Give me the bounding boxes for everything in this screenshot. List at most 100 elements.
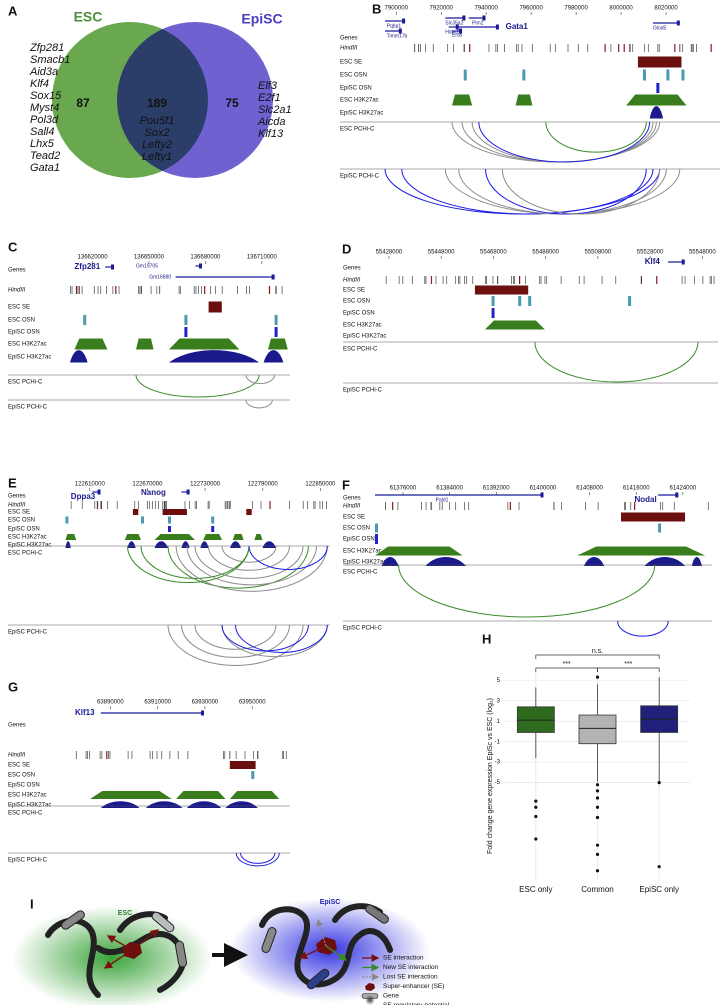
panel-label: G bbox=[8, 679, 18, 694]
track-label: ESC SE bbox=[8, 510, 30, 516]
outlier bbox=[534, 799, 538, 803]
venn-gene: Gata1 bbox=[30, 162, 60, 174]
esc-h3k27ac-peak bbox=[154, 534, 195, 540]
coordinate-label: 7900000 bbox=[385, 6, 409, 12]
track-label: Genes bbox=[343, 266, 361, 272]
gene-name: Slc35a2 bbox=[445, 20, 463, 26]
super-enhancer bbox=[637, 56, 682, 68]
outlier bbox=[657, 781, 661, 785]
venn-diagram: ESC EpiSC 87 189 75 bbox=[52, 9, 283, 178]
outlier bbox=[595, 675, 600, 679]
coordinate-label: 136620000 bbox=[78, 255, 109, 261]
gene-name: Zfp281 bbox=[74, 262, 100, 271]
gene-exon bbox=[540, 492, 544, 498]
pchic-interaction bbox=[478, 121, 651, 163]
esc-osn-peak bbox=[628, 296, 632, 306]
episc-h3k27ac-peak bbox=[200, 541, 209, 548]
episc-osn-peak bbox=[168, 526, 171, 532]
coordinate-label: 63910000 bbox=[144, 700, 171, 706]
esc-h3k27ac-peak bbox=[229, 791, 280, 799]
coordinate-label: 55488000 bbox=[532, 250, 559, 256]
track-label: HindIII bbox=[8, 503, 26, 509]
track-label: ESC H3K27ac bbox=[8, 793, 47, 799]
coordinate-label: 7980000 bbox=[564, 6, 588, 12]
esc-osn-peak bbox=[642, 69, 646, 81]
venn-title: ESC bbox=[74, 9, 103, 25]
pchic-interaction bbox=[534, 341, 699, 383]
coordinate-label: 55448000 bbox=[428, 250, 455, 256]
chromatin bbox=[259, 906, 311, 978]
track-label: ESC OSN bbox=[340, 73, 367, 79]
esc-osn-peak bbox=[141, 516, 144, 524]
venn-gene: Slc2a1 bbox=[258, 104, 292, 116]
venn-count: 87 bbox=[76, 96, 90, 110]
esc-h3k27ac-peak bbox=[375, 546, 463, 556]
pchic-interaction bbox=[194, 624, 277, 650]
venn-gene: Sall4 bbox=[30, 126, 54, 138]
esc-osn-peak bbox=[274, 315, 278, 325]
coordinate-label: 7920000 bbox=[430, 6, 454, 12]
significance-label: *** bbox=[563, 661, 571, 668]
episc-h3k27ac-peak bbox=[263, 350, 284, 363]
pchic-interaction bbox=[617, 620, 669, 637]
episc-h3k27ac-peak bbox=[644, 557, 686, 566]
track-label: ESC OSN bbox=[8, 773, 35, 779]
esc-osn-peak bbox=[251, 771, 255, 779]
esc-h3k27ac-peak bbox=[65, 534, 77, 540]
outlier bbox=[534, 805, 538, 809]
venn-gene: Tead2 bbox=[30, 150, 60, 162]
coordinate-label: 7940000 bbox=[474, 6, 498, 12]
gene-name: Klf4 bbox=[645, 257, 661, 266]
coordinate-label: 61392000 bbox=[483, 486, 510, 492]
track-label: EpiSC PCHi-C bbox=[8, 630, 48, 636]
venn-gene: Myst4 bbox=[30, 102, 59, 114]
episc-osn-peak bbox=[491, 308, 495, 318]
esc-h3k27ac-peak bbox=[577, 546, 706, 556]
venn-gene: Pou5f1 bbox=[140, 115, 175, 127]
esc-h3k27ac-peak bbox=[452, 94, 473, 106]
esc-h3k27ac-peak bbox=[136, 338, 154, 350]
y-tick-label: 1 bbox=[497, 719, 501, 725]
gene-exon bbox=[402, 18, 406, 24]
pchic-interaction bbox=[221, 624, 328, 658]
coordinate-label: 122850000 bbox=[305, 482, 336, 488]
track-label: EpiSC PCHi-C bbox=[343, 388, 383, 394]
pchic-interaction bbox=[175, 545, 328, 592]
track-label: ESC H3K27ac bbox=[8, 342, 47, 348]
gene-exon bbox=[675, 492, 679, 498]
track-label: ESC PCHi-C bbox=[8, 380, 43, 386]
esc-h3k27ac-peak bbox=[268, 338, 288, 350]
gene-name: Gata1 bbox=[506, 22, 529, 31]
esc-h3k27ac-peak bbox=[232, 534, 244, 540]
gene-name: Glod5 bbox=[653, 25, 667, 31]
pchic-interaction bbox=[485, 168, 647, 215]
x-tick-label: ESC only bbox=[519, 885, 552, 894]
track-label: EpiSC H3K27ac bbox=[8, 543, 51, 549]
se-interaction bbox=[298, 945, 327, 959]
super-enhancer bbox=[474, 285, 529, 295]
episc-h3k27ac-peak bbox=[169, 350, 260, 363]
esc-osn-peak bbox=[211, 516, 215, 524]
panel-label: D bbox=[342, 241, 351, 256]
coordinate-label: 61408000 bbox=[576, 486, 603, 492]
esc-h3k27ac-peak bbox=[484, 320, 545, 330]
pchic-interaction bbox=[235, 852, 280, 867]
track-label: EpiSC OSN bbox=[343, 537, 375, 543]
episc-h3k27ac-peak bbox=[262, 541, 276, 548]
track-label: EpiSC PCHi-C bbox=[343, 626, 383, 632]
coordinate-label: 122610000 bbox=[75, 482, 106, 488]
esc-h3k27ac-peak bbox=[254, 534, 263, 540]
gene bbox=[306, 968, 330, 990]
track-label: EpiSC OSN bbox=[8, 330, 40, 336]
episc-h3k27ac-peak bbox=[65, 541, 71, 548]
chromatin bbox=[297, 928, 393, 988]
episc-h3k27ac-peak bbox=[230, 541, 241, 548]
outlier bbox=[534, 814, 538, 819]
y-tick-label: -3 bbox=[495, 760, 501, 766]
gene-name: Dppa3 bbox=[71, 492, 96, 501]
se-interaction bbox=[131, 929, 160, 951]
episc-h3k27ac-peak bbox=[225, 801, 258, 808]
esc-osn-peak bbox=[184, 315, 188, 325]
episc-h3k27ac-peak bbox=[691, 557, 702, 566]
pchic-interaction bbox=[401, 168, 654, 215]
